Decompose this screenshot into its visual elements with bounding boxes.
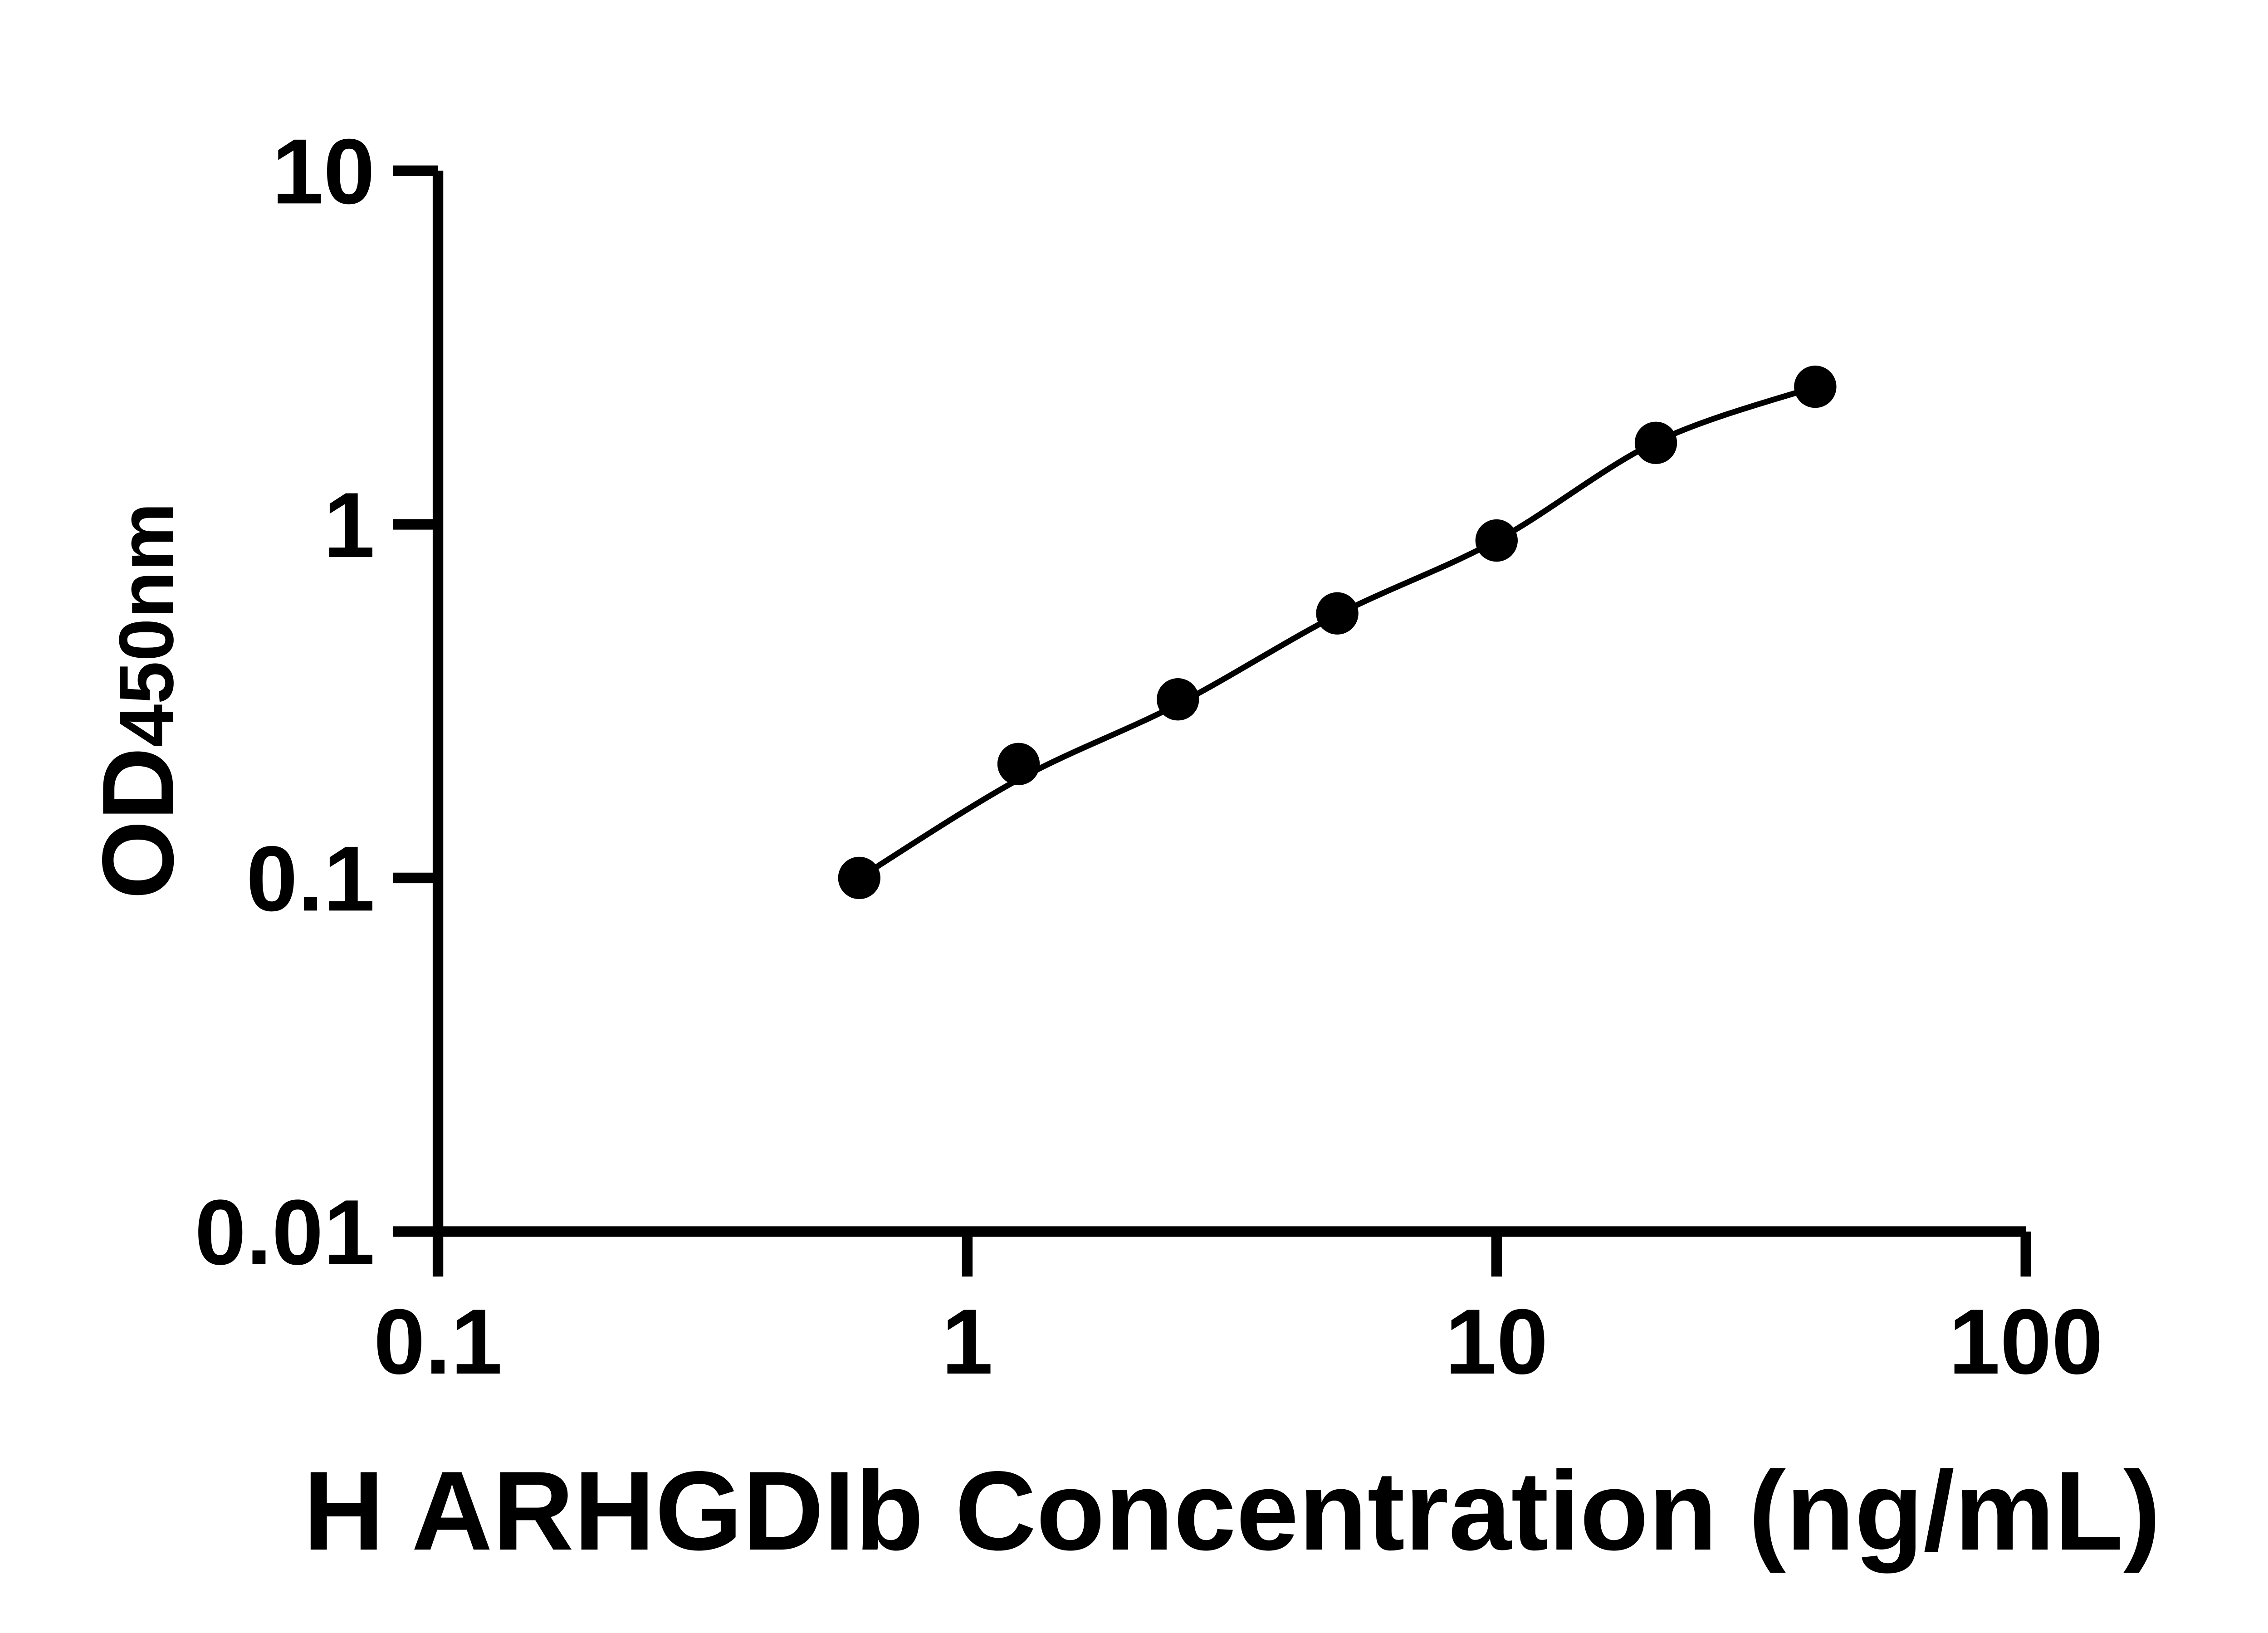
data-point	[1157, 678, 1199, 721]
x-axis-title: H ARHGDIb Concentration (ng/mL)	[303, 1448, 2160, 1574]
chart-background	[0, 22, 2268, 1611]
x-tick-label: 100	[1949, 1290, 2103, 1393]
x-tick-label: 10	[1445, 1290, 1548, 1393]
data-point	[1475, 519, 1518, 562]
y-tick-label: 0.1	[246, 827, 375, 930]
data-point	[1634, 421, 1677, 464]
data-point	[997, 743, 1040, 785]
y-tick-label: 1	[323, 474, 375, 577]
data-point	[1794, 365, 1837, 408]
y-axis-title-sub: 450nm	[103, 503, 190, 747]
y-axis-title-main: OD	[82, 747, 195, 899]
y-tick-label: 10	[272, 120, 375, 223]
y-tick-label: 0.01	[195, 1181, 375, 1284]
x-tick-label: 0.1	[374, 1290, 503, 1393]
x-tick-label: 1	[942, 1290, 993, 1393]
data-point	[838, 856, 880, 900]
y-axis-title: OD450nm	[82, 503, 195, 900]
data-point	[1316, 592, 1359, 635]
